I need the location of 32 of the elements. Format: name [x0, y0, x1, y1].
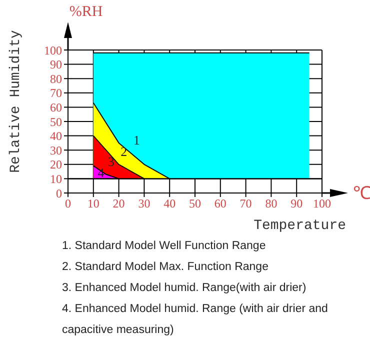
y-tick-label: 10	[50, 172, 62, 186]
x-axis-title: Temperature	[254, 218, 346, 234]
x-tick-label: 40	[164, 196, 176, 211]
text: %RH	[69, 4, 103, 20]
y-tick-label: 30	[50, 143, 62, 158]
text: 4. Enhanced Model humid. Range (with air drier and capacitive measuring)	[62, 302, 329, 338]
y-tick-label: 0	[56, 186, 62, 200]
series-label: 3	[108, 154, 114, 170]
y-axis-title: Relative Humidity	[8, 30, 24, 173]
series-label: 2	[120, 144, 128, 160]
text: 2. Standard Model Max. Function Range	[62, 260, 270, 275]
x-tick-label: 70	[240, 196, 252, 211]
y-tick-label: 90	[50, 58, 62, 72]
text: 3. Enhanced Model humid. Range(with air drier)	[62, 281, 308, 296]
x-tick-label: 80	[265, 196, 278, 211]
y-tick-label: 80	[50, 72, 62, 86]
text: 1. Standard Model Well Function Range	[62, 239, 267, 254]
y-tick-label: 40	[50, 129, 62, 144]
x-tick-label: 100	[313, 196, 331, 211]
series-label: 1	[133, 132, 140, 148]
y-tick-label: 100	[44, 43, 62, 58]
x-tick-label: 30	[138, 196, 150, 211]
y-tick-label: 60	[50, 100, 62, 114]
x-tick-label: 10	[87, 196, 100, 211]
x-tick-label: 20	[112, 196, 125, 211]
x-tick-label: 0	[65, 196, 71, 211]
y-tick-label: 70	[50, 86, 62, 100]
x-tick-label: 90	[290, 196, 303, 211]
y-tick-label: 20	[50, 158, 62, 172]
x-tick-label: 50	[189, 196, 201, 211]
y-tick-label: 50	[50, 114, 62, 129]
x-tick-label: 60	[214, 196, 226, 211]
